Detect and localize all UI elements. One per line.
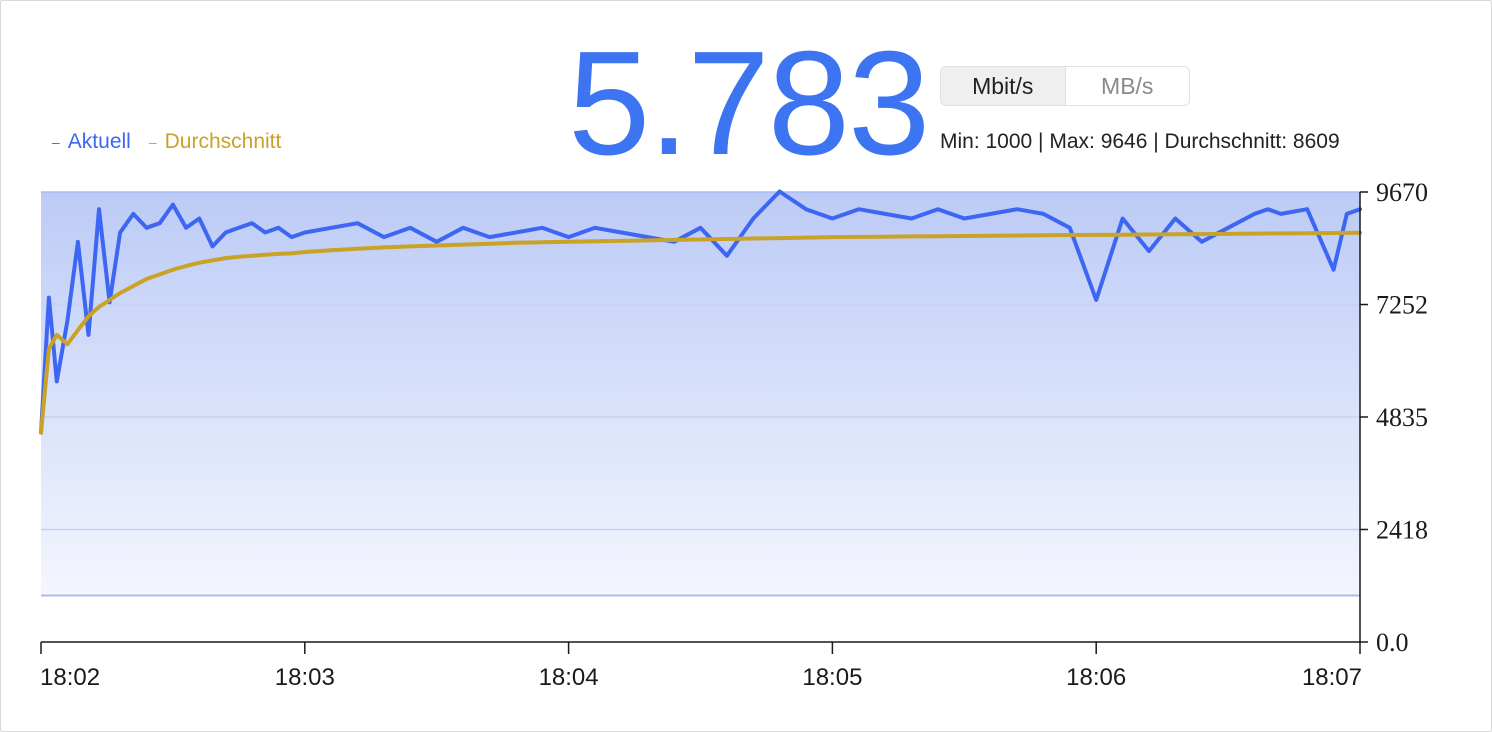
x-tick-label: 18:04 (539, 664, 599, 691)
current-speed-value: 5.783 (568, 21, 930, 186)
unit-button-mbytes[interactable]: MB/s (1101, 72, 1154, 99)
chart-area-fill (41, 192, 1360, 596)
legend-label-current: Aktuell (67, 130, 131, 153)
y-tick-label: 9670 (1376, 178, 1428, 207)
legend-item-current[interactable]: – Aktuell (52, 130, 131, 154)
series-line-current (39, 189, 1362, 435)
legend-swatch-current: – (52, 134, 60, 150)
x-tick-label: 18:05 (802, 664, 862, 691)
legend-swatch-average: – (148, 134, 157, 150)
y-tick-label: 0.0 (1376, 628, 1409, 657)
x-tick-label: 18:06 (1066, 664, 1126, 691)
speed-stats: Min: 1000 | Max: 9646 | Durchschnitt: 86… (940, 130, 1340, 153)
series-line-average (39, 230, 1362, 435)
unit-toggle: Mbit/s MB/s (940, 66, 1190, 106)
x-tick-label: 18:07 (1302, 664, 1362, 691)
x-tick-label: 18:03 (275, 664, 335, 691)
y-tick-label: 2418 (1376, 515, 1428, 544)
legend-item-average[interactable]: – Durchschnitt (149, 130, 282, 154)
chart-series (39, 189, 1362, 435)
chart-axes: 9670 7252 4835 2418 0.0 18:02 18:03 18:04 18:05 1… (40, 178, 1428, 691)
chart-legend: – Aktuell – Durchschnitt (52, 130, 281, 154)
y-tick-label: 4835 (1376, 403, 1428, 432)
x-tick-label: 18:02 (40, 664, 100, 691)
y-tick-label: 7252 (1376, 291, 1428, 320)
legend-label-average: Durchschnitt (164, 130, 282, 153)
unit-button-mbits[interactable]: Mbit/s (941, 67, 1066, 105)
chart-grid (41, 191, 1360, 597)
